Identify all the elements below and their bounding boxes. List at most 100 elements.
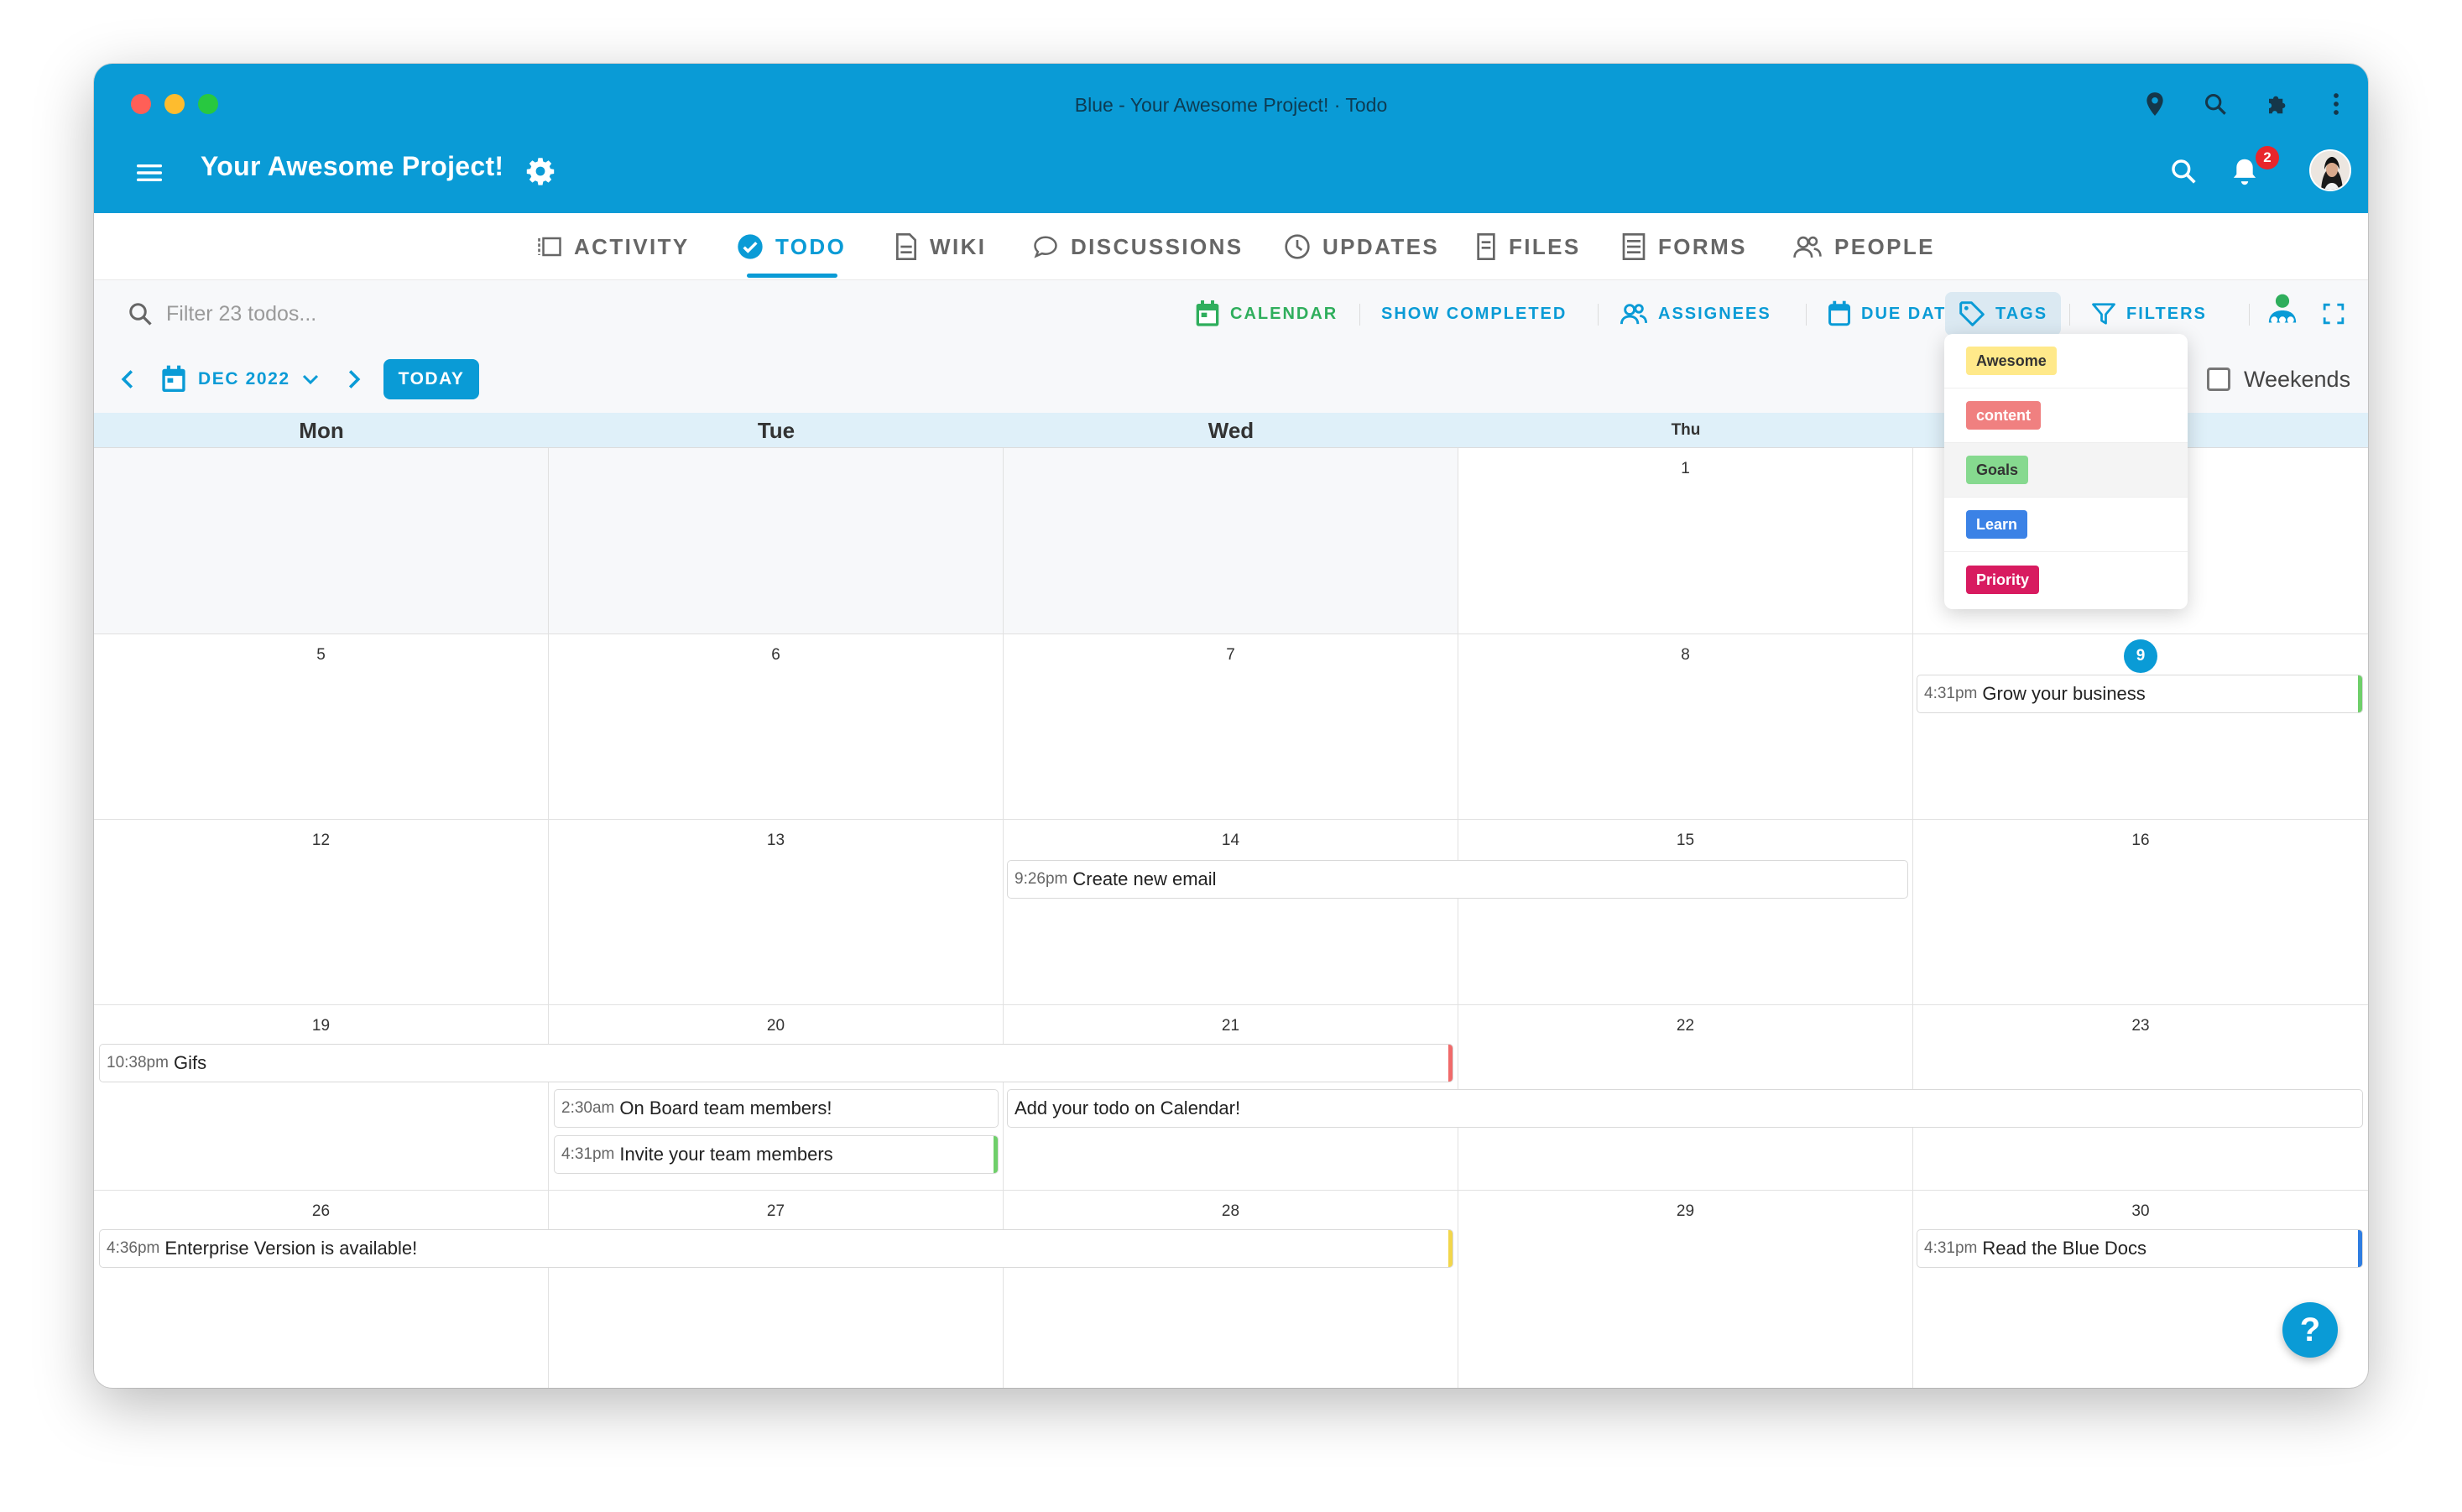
calendar-event[interactable]: Add your todo on Calendar! bbox=[1007, 1089, 2363, 1128]
day-cell[interactable]: 14 bbox=[1004, 820, 1458, 1004]
tab-discussions[interactable]: DISCUSSIONS bbox=[1032, 213, 1244, 280]
day-cell[interactable] bbox=[549, 448, 1004, 633]
day-cell[interactable]: 8 bbox=[1458, 634, 1913, 819]
filters-button[interactable]: FILTERS bbox=[2091, 297, 2207, 331]
day-cell[interactable]: 12 bbox=[94, 820, 549, 1004]
people-icon bbox=[1793, 236, 1822, 258]
tab-wiki-label: WIKI bbox=[930, 233, 987, 259]
close-window-button[interactable] bbox=[131, 94, 151, 114]
event-color-bar bbox=[2358, 675, 2362, 712]
tab-forms[interactable]: FORMS bbox=[1621, 213, 1747, 280]
tag-chip: Priority bbox=[1966, 565, 2040, 594]
document-icon bbox=[896, 233, 916, 260]
show-completed-button[interactable]: SHOW COMPLETED bbox=[1381, 297, 1567, 331]
day-cell[interactable]: 13 bbox=[549, 820, 1004, 1004]
tag-option-priority[interactable]: Priority bbox=[1944, 552, 2188, 607]
day-cell[interactable]: 23 bbox=[1913, 1005, 2368, 1190]
weekends-checkbox[interactable] bbox=[2207, 368, 2230, 391]
day-cell[interactable]: 28 bbox=[1004, 1191, 1458, 1388]
project-settings-gear-icon[interactable] bbox=[522, 153, 559, 190]
day-header: Wed bbox=[1208, 417, 1254, 443]
calendar-event[interactable]: 9:26pm Create new email bbox=[1007, 860, 1908, 899]
hamburger-menu-icon[interactable] bbox=[131, 154, 168, 191]
day-cell[interactable]: 1 bbox=[1458, 448, 1913, 633]
more-vertical-icon[interactable] bbox=[2319, 87, 2353, 121]
extensions-puzzle-icon[interactable] bbox=[2261, 87, 2294, 121]
tag-option-content[interactable]: content bbox=[1944, 388, 2188, 443]
event-time: 4:36pm bbox=[107, 1239, 160, 1257]
day-cell[interactable]: 16 bbox=[1913, 820, 2368, 1004]
calendar-event[interactable]: 4:31pm Read the Blue Docs bbox=[1917, 1229, 2363, 1268]
calendar-event[interactable]: 10:38pm Gifs bbox=[99, 1044, 1453, 1082]
tab-people[interactable]: PEOPLE bbox=[1792, 213, 1935, 280]
toolbar-divider bbox=[2249, 304, 2250, 326]
calendar-event[interactable]: 4:36pm Enterprise Version is available! bbox=[99, 1229, 1453, 1268]
day-number: 30 bbox=[2131, 1202, 2150, 1220]
filter-todos-input[interactable] bbox=[166, 301, 468, 326]
browser-search-icon[interactable] bbox=[2199, 87, 2232, 121]
user-avatar[interactable] bbox=[2309, 149, 2351, 191]
due-date-button[interactable]: DUE DATE bbox=[1828, 297, 1959, 331]
day-cell[interactable]: 20 bbox=[549, 1005, 1004, 1190]
next-month-button[interactable] bbox=[337, 362, 371, 396]
day-cell[interactable]: 26 bbox=[94, 1191, 549, 1388]
zoom-window-button[interactable] bbox=[198, 94, 218, 114]
day-cell[interactable]: 27 bbox=[549, 1191, 1004, 1388]
weekends-toggle[interactable]: Weekends bbox=[2207, 362, 2350, 396]
day-cell[interactable]: 5 bbox=[94, 634, 549, 819]
day-number: 21 bbox=[1221, 1017, 1240, 1035]
day-cell[interactable]: 9 bbox=[1913, 634, 2368, 819]
tab-activity[interactable]: ACTIVITY bbox=[537, 213, 690, 280]
calendar-event[interactable]: 4:31pm Grow your business bbox=[1917, 675, 2363, 713]
day-cell[interactable] bbox=[1004, 448, 1458, 633]
day-header: Tue bbox=[757, 417, 795, 443]
notification-bell-icon[interactable] bbox=[2224, 151, 2266, 193]
day-number: 13 bbox=[766, 832, 785, 849]
tag-option-goals[interactable]: Goals bbox=[1944, 443, 2188, 498]
help-button[interactable]: ? bbox=[2282, 1302, 2338, 1358]
tab-updates[interactable]: UPDATES bbox=[1284, 213, 1439, 280]
filters-label: FILTERS bbox=[2126, 304, 2207, 323]
day-cell[interactable]: 6 bbox=[549, 634, 1004, 819]
tab-files[interactable]: FILES bbox=[1475, 213, 1581, 280]
location-pin-icon[interactable] bbox=[2138, 87, 2172, 121]
day-cell[interactable] bbox=[94, 448, 549, 633]
event-color-bar bbox=[1448, 1045, 1453, 1082]
notification-count-badge: 2 bbox=[2256, 146, 2279, 169]
today-button[interactable]: TODAY bbox=[383, 359, 479, 399]
tab-forms-label: FORMS bbox=[1658, 233, 1747, 259]
calendar-event[interactable]: 4:31pm Invite your team members bbox=[554, 1135, 999, 1174]
calendar-event[interactable]: 2:30am On Board team members! bbox=[554, 1089, 999, 1128]
day-cell[interactable]: 15 bbox=[1458, 820, 1913, 1004]
fullscreen-button[interactable] bbox=[2323, 297, 2345, 331]
day-cell[interactable]: 19 bbox=[94, 1005, 549, 1190]
tag-option-awesome[interactable]: Awesome bbox=[1944, 334, 2188, 388]
event-time: 4:31pm bbox=[1924, 1239, 1978, 1257]
due-date-calendar-icon bbox=[1828, 300, 1850, 326]
tab-wiki[interactable]: WIKI bbox=[895, 213, 986, 280]
today-marker: 9 bbox=[2124, 639, 2157, 673]
form-icon bbox=[1622, 233, 1646, 260]
assignees-button[interactable]: ASSIGNEES bbox=[1620, 297, 1771, 331]
filter-search-icon bbox=[129, 303, 152, 326]
calendar-view-button[interactable]: CALENDAR bbox=[1195, 297, 1338, 331]
user-filter-button[interactable] bbox=[2266, 294, 2299, 327]
day-cell[interactable]: 29 bbox=[1458, 1191, 1913, 1388]
previous-month-button[interactable] bbox=[111, 362, 144, 396]
day-header: Mon bbox=[299, 417, 344, 443]
tag-option-learn[interactable]: Learn bbox=[1944, 498, 2188, 552]
tags-button[interactable]: TAGS bbox=[1945, 292, 2062, 336]
event-color-bar bbox=[994, 1136, 998, 1173]
tab-todo[interactable]: TODO bbox=[737, 213, 846, 280]
day-cell[interactable]: 30 bbox=[1913, 1191, 2368, 1388]
question-mark-icon: ? bbox=[2299, 1311, 2321, 1348]
project-title: Your Awesome Project! bbox=[201, 151, 504, 181]
day-cell[interactable]: 7 bbox=[1004, 634, 1458, 819]
toolbar-divider bbox=[1359, 304, 1360, 326]
tab-todo-label: TODO bbox=[775, 233, 847, 259]
minimize-window-button[interactable] bbox=[164, 94, 185, 114]
search-icon[interactable] bbox=[2165, 153, 2202, 190]
day-number: 20 bbox=[766, 1017, 785, 1035]
tab-discussions-label: DISCUSSIONS bbox=[1071, 233, 1244, 259]
month-picker[interactable]: DEC 2022 bbox=[161, 361, 319, 398]
